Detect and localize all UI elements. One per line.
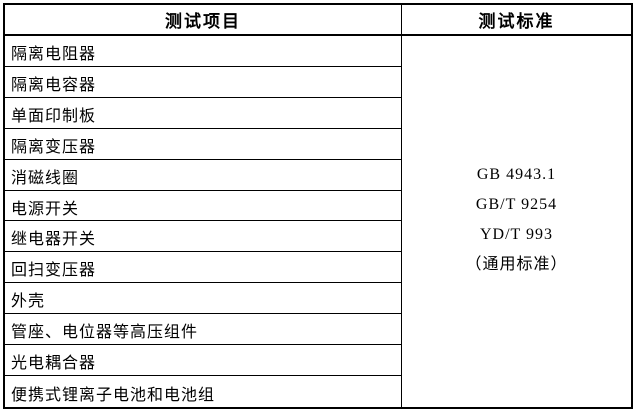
test-item-cell: 隔离电容器: [5, 66, 402, 98]
test-table: 测试项目 测试标准 隔离电阻器 隔离电容器 单面印制板 隔离变压器 消磁线圈 电源开关 继电…: [3, 3, 633, 409]
test-item-cell: 消磁线圈: [5, 159, 402, 191]
test-item-cell: 便携式锂离子电池和电池组: [5, 376, 402, 407]
test-item-cell: 隔离变压器: [5, 128, 402, 160]
test-item-cell: 隔离电阻器: [5, 36, 402, 67]
standard-line: （通用标准）: [465, 256, 568, 274]
test-item-cell: 继电器开关: [5, 221, 402, 253]
test-item-cell: 回扫变压器: [5, 252, 402, 284]
standard-line: GB/T 9254: [475, 196, 558, 214]
test-item-cell: 管座、电位器等高压组件: [5, 314, 402, 346]
standard-line: YD/T 993: [479, 226, 554, 244]
test-item-cell: 单面印制板: [5, 97, 402, 129]
standards-merged-cell: GB 4943.1 GB/T 9254 YD/T 993 （通用标准）: [402, 36, 631, 407]
header-test-standards: 测试标准: [402, 5, 631, 36]
test-item-cell: 外壳: [5, 283, 402, 315]
test-item-cell: 光电耦合器: [5, 345, 402, 377]
header-test-items: 测试项目: [5, 5, 402, 36]
test-item-cell: 电源开关: [5, 190, 402, 222]
standard-line: GB 4943.1: [476, 166, 557, 184]
